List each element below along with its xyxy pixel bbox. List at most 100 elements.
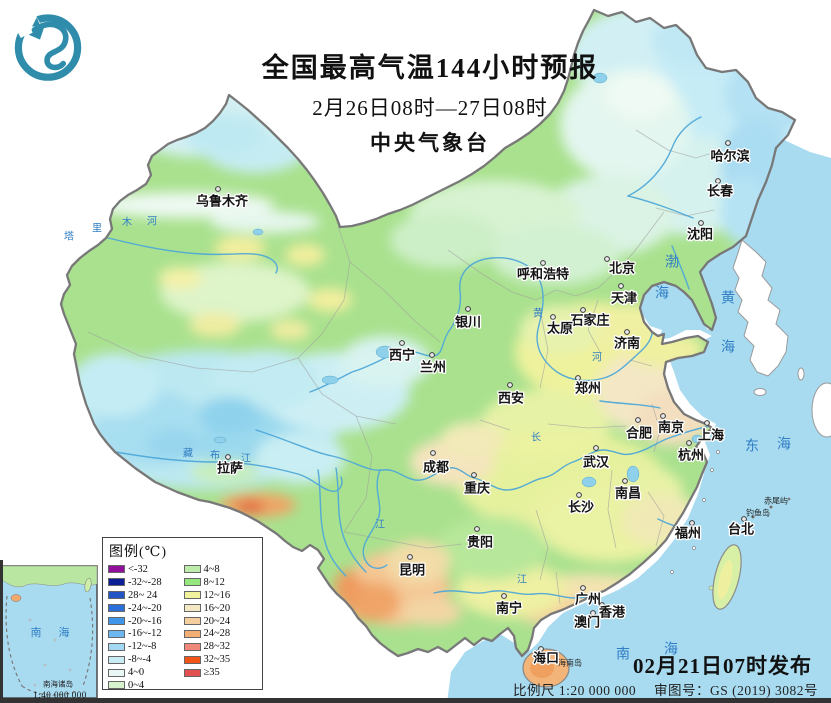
city-dot (590, 610, 596, 616)
city-label: 拉萨 (217, 461, 243, 476)
legend-title: 图例(℃) (109, 545, 167, 560)
city-dot (604, 256, 610, 262)
city-label: 乌鲁木齐 (196, 194, 249, 209)
legend-swatch (183, 591, 201, 600)
city-label: 武汉 (583, 455, 610, 470)
legend-row: -24~-20 (108, 602, 184, 615)
legend-label: 28~32 (203, 641, 231, 653)
city-label: 石家庄 (569, 313, 609, 328)
inset-scale: 1:40 000 000 (33, 690, 87, 700)
city-label: 合肥 (626, 426, 652, 441)
city-dot (399, 340, 405, 346)
city-label: 贵阳 (467, 535, 493, 550)
legend-row: 16~20 (183, 602, 260, 615)
legend-swatch (183, 617, 201, 625)
offshore-islets (670, 450, 791, 574)
legend-swatch (108, 617, 125, 625)
legend-row: 0~4 (108, 679, 184, 692)
city-dot (618, 283, 624, 289)
city-label: 杭州 (678, 448, 704, 463)
sea-name-label: 海 (655, 286, 669, 302)
hainan-island (522, 648, 570, 688)
city-dot (575, 375, 581, 381)
river-name-label: 塔 (64, 230, 74, 243)
legend-swatch (108, 565, 125, 574)
city-label: 广州 (575, 592, 601, 607)
legend-row: 28~32 (183, 640, 260, 653)
legend-label: 32~35 (203, 654, 231, 666)
city-label: 太原 (546, 321, 573, 336)
legend-swatch (183, 668, 201, 677)
legend-swatch (183, 604, 201, 613)
legend-label: -32~-28 (128, 576, 162, 588)
legend-column-left: <-32 -32~-28 28~ 24 -24~-20 -20~-16 -16~-12 -1… (108, 563, 184, 692)
legend-label: 4~0 (128, 667, 145, 679)
legend-row: 32~35 (183, 653, 260, 666)
legend-row: 24~28 (183, 627, 260, 640)
rivers (83, 116, 712, 600)
city-label: 呼和浩特 (517, 267, 569, 282)
legend-label: 8~12 (203, 576, 225, 588)
city-label: 成都 (423, 460, 449, 475)
city-dot (725, 140, 731, 146)
legend-swatch (108, 681, 125, 690)
sea-name-label: 南 (616, 647, 630, 663)
city-label: 海口 (533, 651, 559, 666)
city-label: 福州 (674, 526, 701, 541)
city-dot (407, 554, 413, 560)
map-scale-line: 比例尺 1:20 000 000 审图号：GS (2019) 3082号 (513, 679, 818, 699)
legend-swatch (183, 629, 201, 638)
legend-label: 0~4 (128, 679, 145, 691)
city-label: 南宁 (496, 601, 522, 616)
city-dot (599, 602, 605, 608)
legend-label: -20~-16 (128, 615, 162, 627)
city-dot (225, 454, 231, 460)
river-name-label: 布 (210, 450, 220, 462)
legend-row: 28~ 24 (108, 589, 184, 602)
island-name-label: 赤尾屿 (764, 497, 788, 506)
approval-number: 审图号：GS (2019) 3082号 (654, 683, 818, 698)
city-dot (715, 178, 721, 184)
city-label: 昆明 (399, 563, 425, 578)
legend-swatch (183, 578, 201, 587)
city-label: 长沙 (568, 500, 594, 515)
city-label: 北京 (609, 261, 635, 276)
city-label: 兰州 (420, 360, 446, 375)
left-neatline (0, 560, 3, 703)
city-label: 济南 (614, 336, 640, 351)
city-dot (215, 186, 221, 192)
legend-swatch (183, 565, 201, 574)
river-name-label: 江 (375, 519, 385, 531)
city-dot (507, 382, 513, 388)
city-dot (538, 646, 544, 652)
lakes (213, 72, 703, 488)
legend-label: 4~8 (203, 563, 220, 575)
legend-swatch (108, 578, 125, 587)
legend-row: 20~24 (183, 615, 260, 628)
city-dot (474, 526, 480, 532)
map-scale: 比例尺 1:20 000 000 (512, 683, 637, 698)
city-dot (635, 417, 641, 423)
sea-name-label: 海 (721, 340, 735, 356)
legend-label: -16~-12 (128, 628, 162, 640)
river-name-label: 黄 (533, 307, 543, 320)
legend-label: -12~-8 (128, 641, 157, 653)
legend-label: 12~16 (203, 589, 231, 601)
legend-row: -12~-8 (108, 640, 184, 653)
city-dot (429, 352, 435, 358)
sea-name-label: 黄 (721, 290, 735, 307)
legend-row: 4~8 (183, 563, 260, 576)
river-name-label: 河 (147, 216, 157, 228)
city-dot (501, 593, 507, 599)
river-name-label: 里 (92, 223, 102, 235)
city-label: 西安 (498, 391, 524, 406)
city-label: 重庆 (464, 481, 490, 496)
legend-row: ≥35 (183, 666, 260, 679)
city-dot (593, 445, 599, 451)
legend-row: 12~16 (183, 589, 260, 602)
city-dot (576, 492, 582, 498)
sea-name-label: 渤 (665, 255, 679, 271)
